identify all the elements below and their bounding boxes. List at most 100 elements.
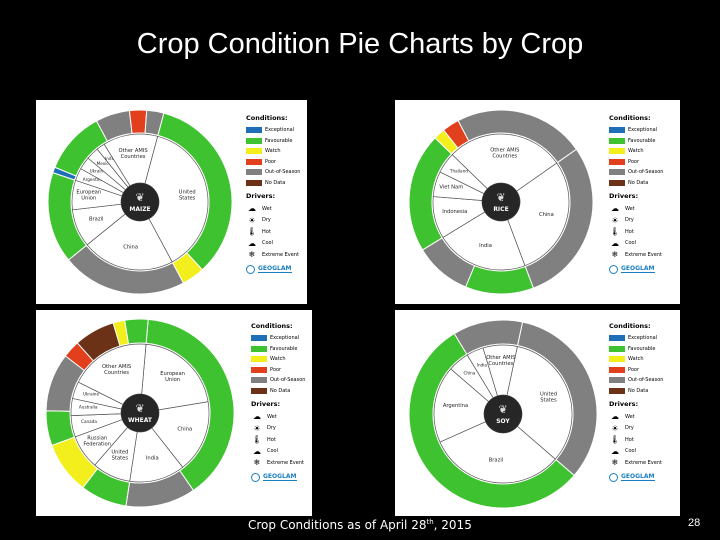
legend-condition-no-data: No Data [609,386,663,397]
wheat-country-label: Other AMIS Countries [102,364,131,376]
soy-crop-icon: ❦ [498,404,507,416]
geoglam-logo: GEOGLAM [251,472,305,482]
legend-label: Out-of-Season [628,377,664,384]
soy-outer-segment-favourable [408,332,575,509]
legend-condition-exceptional: Exceptional [251,333,305,344]
geoglam-logo: GEOGLAM [609,264,663,274]
legend-label: Cool [262,240,273,247]
thermometer-icon: 🌡 [609,227,621,237]
legend-label: Poor [628,158,640,165]
snowflake-icon: ❄ [611,250,619,260]
footer-caption-sup: th [426,518,434,526]
wheat-crop-icon: ❦ [135,403,144,415]
rice-donut-chart: China India Indonesia Viet Nam Thailand Other… [408,109,594,295]
legend-swatch [246,179,262,186]
legend-label: Exceptional [628,127,658,134]
drivers-header: Drivers: [246,192,276,200]
legend-label: Favourable [265,137,293,144]
legend-driver-dry: ☀ Dry [609,215,663,227]
legend-driver-wet: ☁ Wet [251,411,305,423]
globe-icon [246,264,255,274]
legend-swatch [609,148,625,155]
legend-label: Hot [625,436,634,443]
legend-driver-cool: ☁ Cool [251,446,305,458]
legend-swatch [609,169,625,176]
conditions-header: Conditions: [251,322,293,330]
legend-condition-out-of-season: Out-of-Season [251,375,305,386]
rain-cloud-icon: ☁ [253,412,261,422]
snowflake-icon: ❄ [253,458,261,468]
logo-text: GEOGLAM [621,265,655,273]
maize-legend: Conditions: Exceptional Favourable Watch Poo… [246,114,300,274]
maize-donut-chart: United States China Brazil European Union Arge… [47,109,233,295]
rice-outer-segment-out-of-season [457,109,578,164]
maize-crop-icon: ❦ [135,192,144,204]
drivers-header: Drivers: [251,400,281,408]
legend-condition-out-of-season: Out-of-Season [609,167,663,178]
dry-sun-icon: ☀ [611,423,619,433]
legend-condition-favourable: Favourable [609,136,663,147]
legend-swatch [246,169,262,176]
cool-cloud-icon: ☁ [611,446,619,456]
legend-driver-extreme-event: ❄ Extreme Event [609,249,663,261]
thermometer-icon: 🌡 [609,435,621,445]
soy-center-hub [484,395,522,433]
rice-country-label: Thailand [449,168,468,173]
soy-country-label: Brazil [489,457,503,463]
legend-label: Exceptional [270,335,300,342]
maize-country-label: India [105,156,116,161]
legend-label: No Data [270,387,291,394]
legend-driver-hot: 🌡 Hot [609,226,663,238]
soy-country-label: India [477,362,488,367]
wheat-chart-panel: European Union China India United States Russi… [36,310,312,516]
legend-swatch [609,335,625,342]
legend-swatch [609,345,625,352]
legend-condition-no-data: No Data [251,386,305,397]
legend-label: Cool [625,240,636,247]
maize-country-label: European Union [76,190,101,202]
legend-label: Cool [267,448,278,455]
legend-label: Favourable [270,345,298,352]
rice-country-label: India [479,243,492,249]
legend-driver-wet: ☁ Wet [246,203,300,215]
maize-country-label: Brazil [89,216,103,222]
globe-icon [251,472,260,482]
snowflake-icon: ❄ [611,458,619,468]
legend-condition-exceptional: Exceptional [609,333,663,344]
legend-swatch [246,148,262,155]
legend-label: Cool [625,448,636,455]
logo-text: GEOGLAM [263,473,297,481]
legend-label: Extreme Event [262,251,299,258]
maize-country-label: Argentina [83,177,104,182]
legend-condition-favourable: Favourable [246,136,300,147]
soy-country-label: United States [540,392,557,404]
legend-swatch [246,158,262,165]
legend-label: No Data [628,179,649,186]
legend-condition-favourable: Favourable [609,344,663,355]
legend-label: No Data [265,179,286,186]
legend-swatch [609,387,625,394]
legend-swatch [251,377,267,384]
legend-condition-no-data: No Data [609,178,663,189]
rain-cloud-icon: ☁ [248,204,256,214]
legend-swatch [609,356,625,363]
rice-center-label: RICE [493,206,508,213]
soy-country-label: Other AMIS Countries [486,355,515,367]
legend-driver-dry: ☀ Dry [251,423,305,435]
maize-country-label: China [123,245,138,251]
drivers-header: Drivers: [609,192,639,200]
wheat-center-hub [121,394,159,432]
rice-legend: Conditions: Exceptional Favourable Watch Poo… [609,114,663,274]
rice-chart-panel: China India Indonesia Viet Nam Thailand Other… [395,100,680,304]
legend-swatch [609,127,625,134]
legend-label: Wet [625,413,635,420]
conditions-header: Conditions: [246,114,288,122]
rice-country-label: Other AMIS Countries [490,148,519,160]
legend-swatch [251,345,267,352]
cool-cloud-icon: ☁ [248,238,256,248]
legend-label: Dry [625,425,634,432]
slide-title: Crop Condition Pie Charts by Crop [136,28,584,60]
thermometer-icon: 🌡 [246,227,258,237]
maize-center-label: MAIZE [129,206,150,213]
rain-cloud-icon: ☁ [611,412,619,422]
